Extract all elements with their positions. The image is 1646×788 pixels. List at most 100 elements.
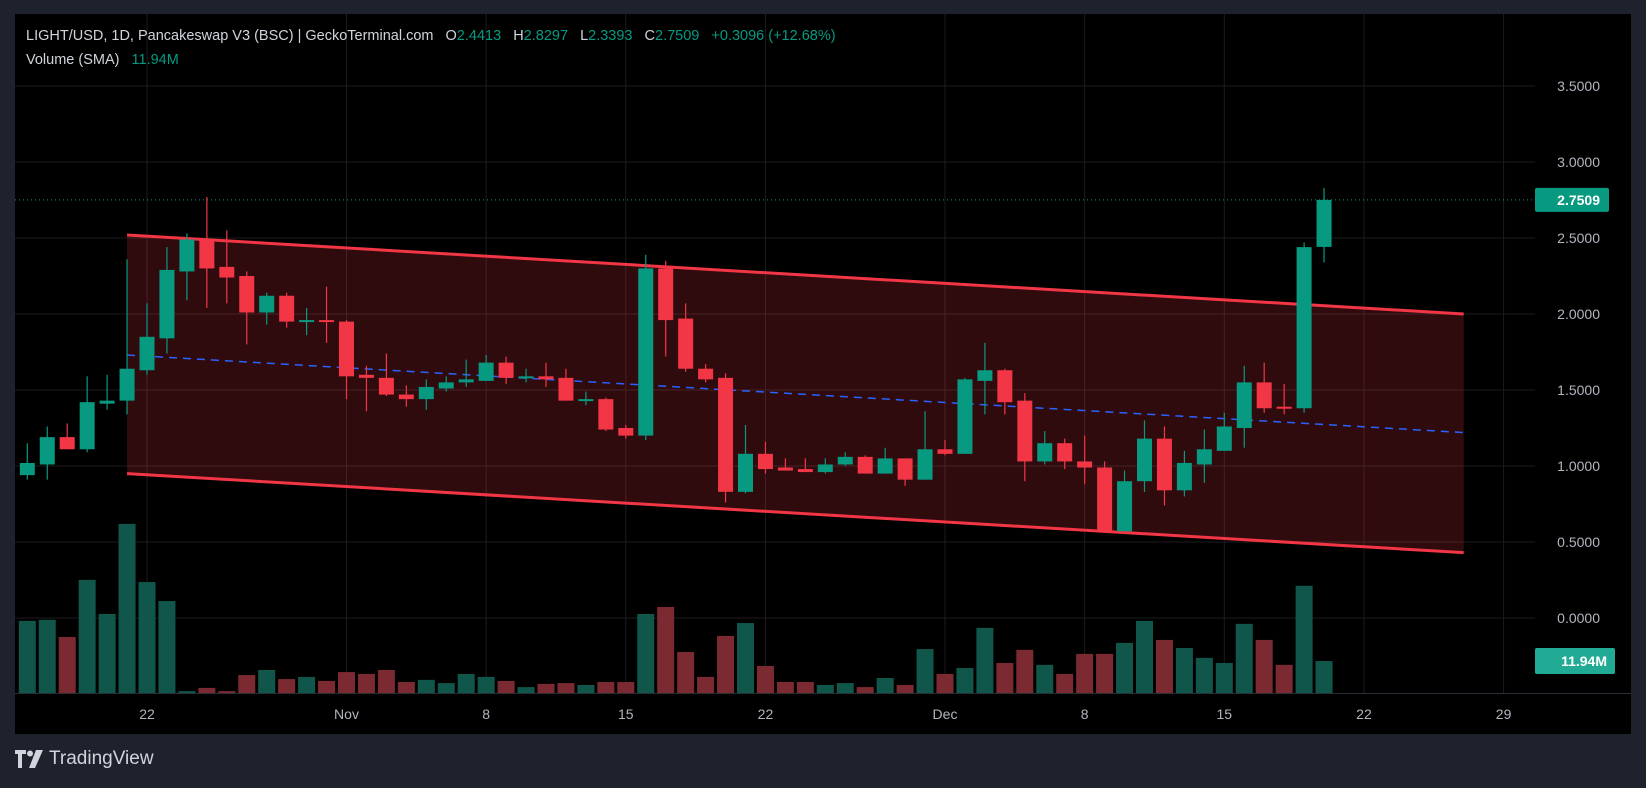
candle-body (398, 394, 414, 400)
channel-lower-line (126, 472, 1464, 555)
candle-body (997, 370, 1013, 403)
last-price-badge-text: 2.7509 (1557, 192, 1600, 208)
volume-bar (1076, 653, 1094, 693)
tradingview-logo-icon (15, 750, 43, 768)
volume-bar (557, 683, 575, 693)
candle-body (199, 239, 215, 269)
candle-body (319, 320, 335, 323)
volume-bar (1195, 657, 1213, 693)
volume-bar (1315, 661, 1333, 693)
candle-body (219, 266, 235, 278)
close-label: C (644, 28, 656, 44)
change-value: +0.3096 (+12.68%) (711, 28, 836, 44)
candle-body (39, 437, 55, 465)
candle-body (1196, 449, 1212, 465)
close-value: 2.7509 (655, 28, 700, 44)
candle-body (518, 376, 534, 379)
price-axis-label: 1.0000 (1557, 458, 1600, 474)
volume-bar (1096, 653, 1114, 693)
symbol-title[interactable]: LIGHT/USD, 1D, Pancakeswap V3 (BSC) | Ge… (26, 28, 434, 44)
candle-body (358, 374, 374, 378)
volume-bar (457, 673, 475, 693)
candle-body (159, 269, 175, 339)
volume-bar (178, 691, 196, 693)
channel-upper-line (126, 233, 1464, 316)
candle-body (1037, 443, 1053, 462)
price-axis-label: 0.5000 (1557, 534, 1600, 550)
candle-body (698, 368, 714, 380)
volume-bar (18, 620, 36, 693)
candle-body (817, 464, 833, 473)
candle-body (618, 428, 634, 436)
last-volume-badge (1535, 648, 1615, 675)
volume-bar (78, 579, 96, 693)
volume-bar (597, 682, 615, 693)
volume-bar (1056, 673, 1074, 693)
volume-bar (1016, 649, 1034, 693)
candle-body (777, 467, 793, 471)
volume-bar (876, 677, 894, 693)
high-label: H (513, 28, 524, 44)
candle-body (1276, 406, 1292, 409)
candle-body (239, 276, 255, 313)
volume-bar (1116, 642, 1134, 693)
candle-body (19, 462, 35, 476)
candle-body (438, 382, 454, 389)
volume-bar (657, 606, 675, 693)
time-axis-label: 8 (1081, 706, 1089, 722)
volume-bar (338, 672, 355, 693)
candle-body (738, 453, 753, 492)
volume-bar (796, 682, 814, 693)
volume-value: 11.94M (131, 52, 179, 68)
candle-body (757, 453, 773, 470)
volume-bar (517, 687, 535, 693)
volume-bar (437, 683, 455, 693)
candle-body (638, 268, 654, 436)
candle-body (119, 368, 135, 401)
candle-body (598, 399, 614, 430)
candle-body (478, 362, 494, 381)
volume-bar (1235, 623, 1253, 693)
candle-body (498, 362, 514, 378)
low-value: 2.3393 (588, 28, 633, 44)
tradingview-logo[interactable]: TradingView (15, 748, 154, 770)
candle-body (877, 458, 893, 474)
volume-bar (198, 687, 216, 693)
volume-label[interactable]: Volume (SMA) (26, 52, 120, 68)
candle-body (1097, 467, 1113, 532)
volume-bar (976, 627, 994, 693)
candle-body (1256, 382, 1272, 409)
volume-bar (258, 669, 276, 693)
candle-body (797, 469, 813, 473)
price-axis-label: 3.0000 (1557, 154, 1600, 170)
candle-body (1057, 443, 1073, 462)
channel-fill (127, 234, 1464, 553)
chart-legend: LIGHT/USD, 1D, Pancakeswap V3 (BSC) | Ge… (26, 28, 836, 44)
volume-bar (218, 691, 236, 693)
candle-body (1176, 462, 1192, 491)
candle-body (1216, 426, 1232, 451)
volume-bar (1155, 639, 1173, 693)
high-value: 2.8297 (523, 28, 569, 44)
chart-frame[interactable] (15, 14, 1631, 734)
volume-bar (397, 682, 415, 693)
candle-body (59, 437, 75, 450)
volume-bar (856, 687, 874, 693)
volume-bar (238, 675, 256, 693)
volume-bar (896, 684, 914, 693)
time-axis-label: Nov (334, 706, 359, 722)
open-label: O (445, 28, 457, 44)
last-volume-badge-text: 11.94M (1561, 653, 1607, 669)
volume-bar (1215, 662, 1233, 693)
candle-body (578, 399, 594, 402)
candle-body (1316, 199, 1332, 247)
price-axis-label: 3.5000 (1557, 78, 1600, 94)
volume-bar (1295, 585, 1313, 693)
tradingview-wordmark: TradingView (49, 748, 154, 769)
candle-body (1156, 438, 1172, 491)
volume-bar (737, 623, 754, 693)
candle-body (299, 320, 315, 323)
candle-body (1077, 461, 1093, 468)
volume-bar (816, 684, 834, 693)
